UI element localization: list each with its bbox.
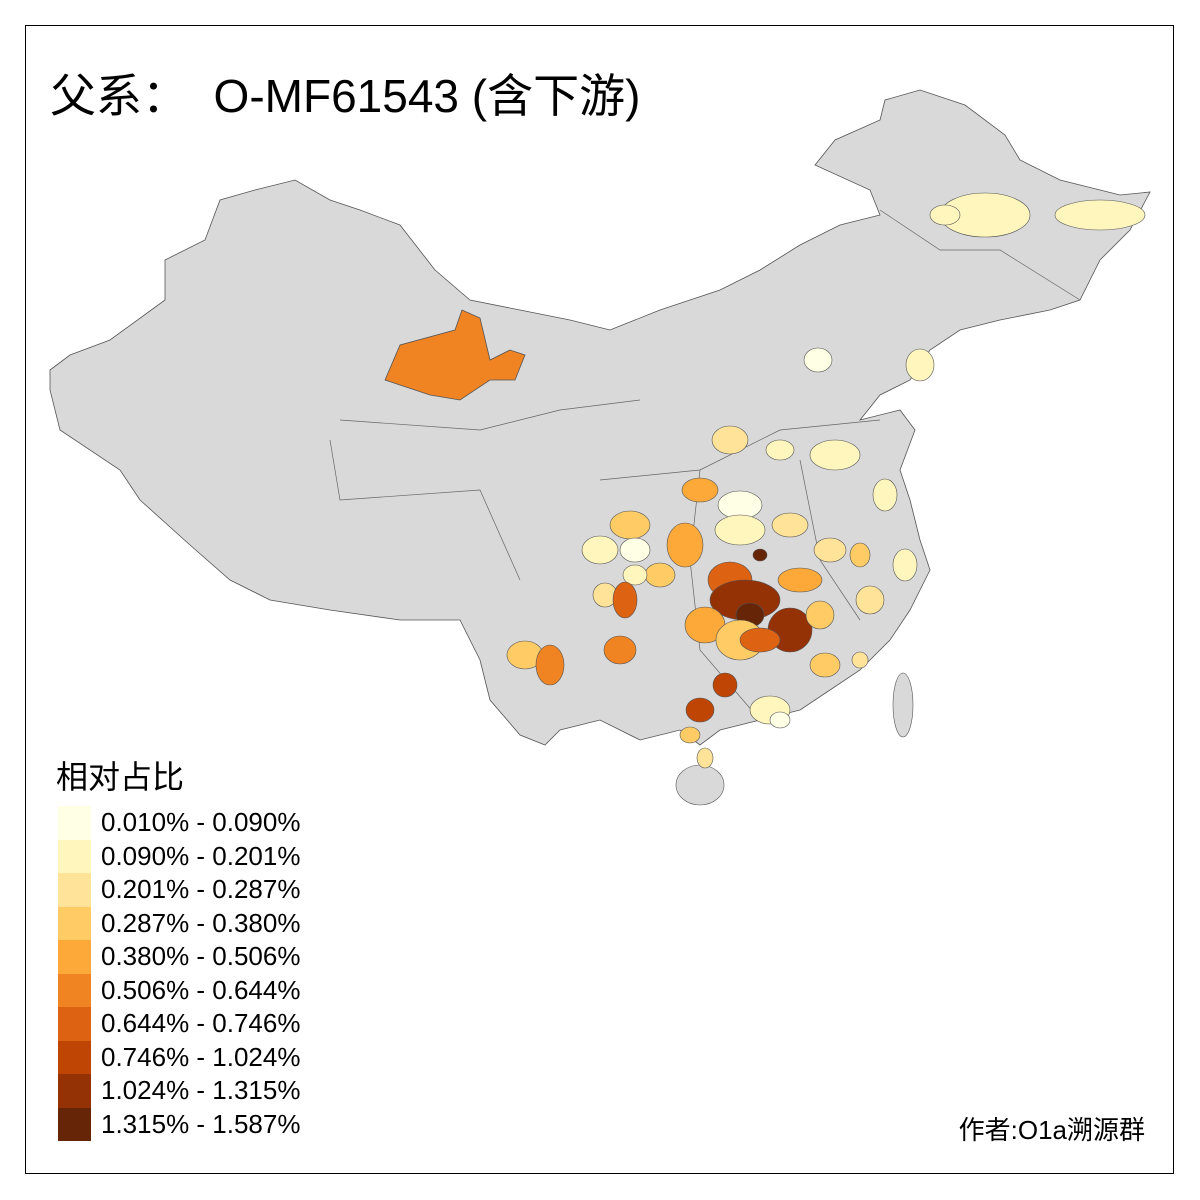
- legend-swatch: [58, 940, 91, 974]
- region-prefecture: [535, 644, 565, 686]
- region-prefecture: [681, 477, 719, 503]
- region-prefecture: [1054, 199, 1146, 231]
- region-prefecture: [803, 347, 833, 373]
- region-prefecture: [666, 522, 704, 568]
- province-border: [329, 439, 521, 581]
- page-title: 父系： O-MF61543 (含下游): [50, 70, 641, 122]
- region-prefecture: [765, 439, 795, 461]
- legend-item: 1.024% - 1.315%: [58, 1074, 300, 1108]
- legend-label: 0.746% - 1.024%: [101, 1041, 301, 1072]
- province-border: [339, 399, 641, 431]
- region-prefecture: [929, 204, 961, 226]
- province-border: [799, 459, 861, 621]
- legend-swatch: [58, 806, 91, 840]
- legend-swatch: [58, 906, 91, 940]
- region-prefecture: [711, 425, 749, 455]
- legend-label: 0.644% - 0.746%: [101, 1008, 301, 1039]
- legend-label: 0.506% - 0.644%: [101, 974, 301, 1005]
- legend-label: 0.090% - 0.201%: [101, 840, 301, 871]
- region-prefecture: [771, 512, 809, 538]
- region-prefecture: [696, 747, 714, 769]
- figure-frame: [25, 25, 1174, 1174]
- legend-label: 0.380% - 0.506%: [101, 941, 301, 972]
- legend-label: 1.024% - 1.315%: [101, 1075, 301, 1106]
- region-prefecture: [905, 348, 935, 382]
- china-outline: [49, 89, 1151, 746]
- legend-item: 0.506% - 0.644%: [58, 973, 301, 1007]
- region-xinjiang-north: [384, 309, 526, 401]
- legend-item: 0.380% - 0.506%: [58, 940, 300, 974]
- legend-title: 相对占比: [56, 758, 185, 796]
- legend-item: 0.090% - 0.201%: [58, 839, 301, 873]
- region-prefecture: [712, 672, 738, 698]
- region-prefecture: [805, 600, 835, 630]
- legend-swatch: [58, 1107, 91, 1141]
- legend-item: 0.010% - 0.090%: [58, 806, 300, 840]
- region-prefecture: [892, 548, 918, 582]
- region-prefecture: [644, 562, 676, 588]
- legend-swatch: [58, 839, 91, 873]
- region-prefecture: [679, 726, 701, 744]
- legend-label: 0.010% - 0.090%: [101, 807, 301, 838]
- region-prefecture: [619, 537, 651, 563]
- province-border: [879, 209, 1081, 301]
- region-prefecture: [855, 585, 885, 615]
- legend-swatch: [58, 1040, 91, 1074]
- taiwan-island: [892, 672, 914, 738]
- region-prefecture: [622, 564, 648, 586]
- region-prefecture: [603, 635, 637, 665]
- region-prefecture: [849, 542, 871, 568]
- legend-item: 1.315% - 1.587%: [58, 1107, 301, 1141]
- legend-swatch: [58, 873, 91, 907]
- region-prefecture: [612, 581, 638, 619]
- legend-item: 0.644% - 0.746%: [58, 1007, 300, 1041]
- hainan-island: [675, 764, 725, 806]
- legend-label: 1.315% - 1.587%: [101, 1108, 301, 1139]
- legend-swatch: [58, 1074, 91, 1108]
- region-prefecture: [813, 537, 847, 563]
- region-prefecture: [809, 652, 841, 678]
- region-prefecture: [872, 478, 898, 512]
- author-credit: 作者:O1a溯源群: [958, 1115, 1145, 1145]
- legend-label: 0.287% - 0.380%: [101, 907, 301, 938]
- region-prefecture: [769, 711, 791, 729]
- legend-item: 0.201% - 0.287%: [58, 873, 300, 907]
- region-prefecture: [809, 439, 861, 471]
- legend-item: 0.746% - 1.024%: [58, 1040, 301, 1074]
- region-prefecture: [581, 535, 619, 565]
- legend-swatch: [58, 1007, 91, 1041]
- legend-label: 0.201% - 0.287%: [101, 874, 301, 905]
- region-prefecture: [777, 567, 823, 593]
- legend-item: 0.287% - 0.380%: [58, 906, 301, 940]
- region-prefecture: [752, 548, 768, 562]
- region-prefecture: [851, 651, 869, 669]
- region-prefecture: [739, 627, 781, 653]
- region-prefecture: [609, 510, 651, 540]
- legend-swatch: [58, 973, 91, 1007]
- region-prefecture: [685, 697, 715, 723]
- region-prefecture: [714, 514, 766, 546]
